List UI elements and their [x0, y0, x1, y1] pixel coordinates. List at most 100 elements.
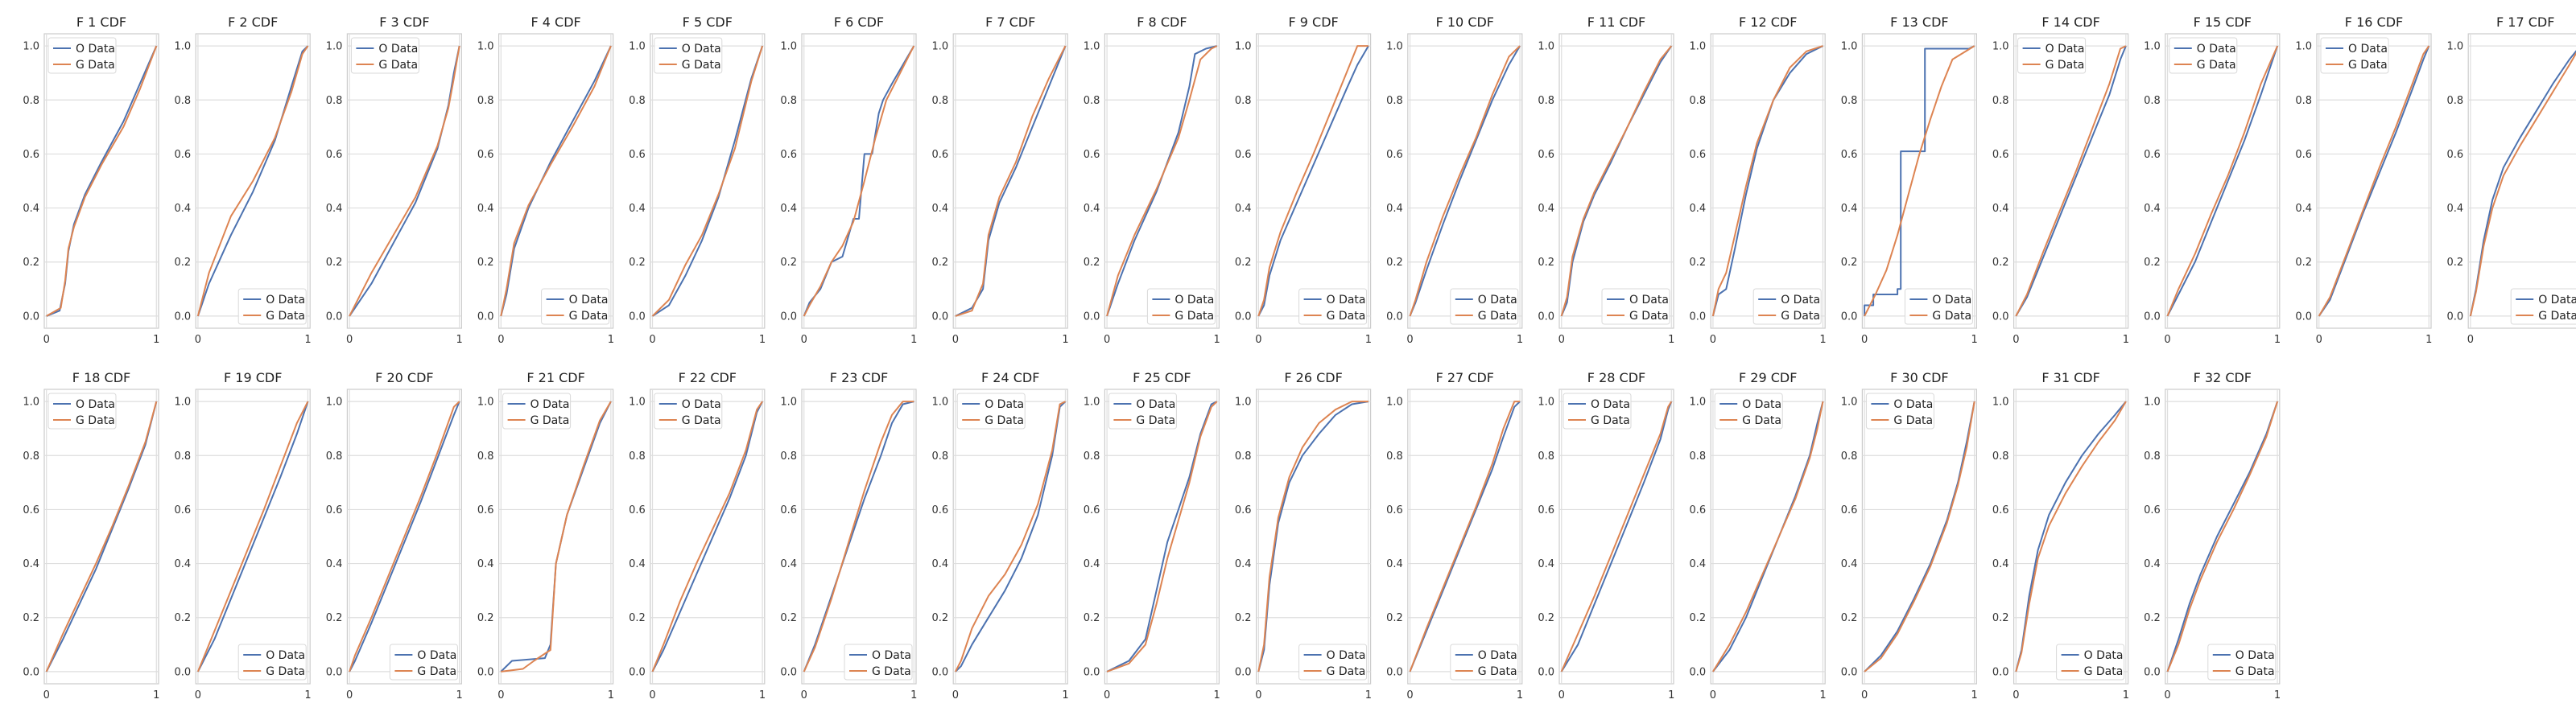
y-tick-label: 0.6: [1386, 504, 1403, 516]
y-tick-label: 0.4: [326, 558, 343, 570]
plot-area: [650, 33, 766, 329]
cdf-panel-20: 0.0 0.2 0.4 0.6 0.8 1.0 0 1 F 20 CDF O Data G Data: [326, 370, 463, 701]
y-tick-label: 0.8: [1084, 95, 1100, 107]
cdf-panel-32: 0.0 0.2 0.4 0.6 0.8 1.0 0 1 F 32 CDF O Data G Data: [2144, 370, 2281, 701]
y-tick-label: 0.8: [1690, 450, 1707, 463]
x-tick-label: 1: [1517, 334, 1523, 346]
series-line-g-data: [349, 45, 460, 317]
x-tick-label: 0: [1710, 334, 1716, 346]
cdf-panel-9: 0.0 0.2 0.4 0.6 0.8 1.0 0 1 F 9 CDF O Data G Data: [1235, 14, 1372, 346]
y-tick-label: 0.2: [1235, 612, 1252, 624]
plot-area: [346, 33, 462, 329]
y-tick-label: 0.4: [2144, 558, 2161, 570]
x-tick-label: 1: [1819, 689, 1826, 701]
legend: O Data G Data: [1450, 288, 1519, 325]
x-tick-label: 0: [497, 689, 504, 701]
legend-label: G Data: [530, 414, 570, 427]
legend: O Data G Data: [1904, 288, 1973, 325]
panel-title: F 3 CDF: [379, 14, 429, 30]
series-line-o-data: [1711, 45, 1823, 317]
y-tick-label: 0.0: [326, 666, 343, 678]
y-tick-label: 0.4: [1992, 203, 2009, 215]
series-line-o-data: [1560, 401, 1673, 673]
legend-label: O Data: [530, 398, 570, 411]
legend-label: G Data: [985, 414, 1024, 427]
x-tick-label: 0: [43, 689, 50, 701]
legend-label: O Data: [266, 294, 305, 306]
y-tick-label: 0.4: [477, 203, 494, 215]
legend: O Data G Data: [844, 644, 913, 681]
panel-title: F 18 CDF: [72, 370, 130, 385]
legend-label: G Data: [2538, 310, 2576, 323]
legend-label: G Data: [1932, 310, 1971, 323]
x-tick-label: 0: [1406, 334, 1413, 346]
legend: O Data G Data: [350, 37, 419, 74]
plot-area: [1710, 33, 1826, 329]
y-tick-label: 0.0: [1992, 666, 2009, 678]
x-tick-label: 0: [2164, 334, 2170, 346]
legend-label: G Data: [682, 59, 721, 72]
panel-title: F 32 CDF: [2194, 370, 2252, 385]
y-tick-label: 1.0: [477, 397, 494, 409]
series-line-o-data: [651, 45, 764, 317]
y-tick-label: 0.8: [477, 95, 494, 107]
y-tick-label: 0.6: [2144, 149, 2161, 161]
y-tick-label: 0.2: [326, 612, 343, 624]
cdf-panel-4: 0.0 0.2 0.4 0.6 0.8 1.0 0 1 F 4 CDF O Data G Data: [477, 14, 614, 346]
x-tick-label: 1: [759, 689, 766, 701]
y-tick-label: 1.0: [23, 397, 39, 409]
legend-label: O Data: [2046, 43, 2085, 56]
y-tick-label: 0.4: [932, 558, 949, 570]
panel-title: F 4 CDF: [530, 14, 580, 30]
y-tick-label: 0.0: [1841, 311, 1858, 323]
x-tick-label: 1: [1214, 334, 1220, 346]
series-line-o-data: [1106, 45, 1217, 317]
plot-area: [801, 389, 917, 685]
y-tick-label: 0.2: [175, 612, 192, 624]
legend-label: G Data: [1174, 310, 1214, 323]
y-tick-label: 0.6: [1235, 504, 1252, 516]
legend-label: O Data: [2348, 43, 2388, 56]
y-tick-label: 0.0: [477, 666, 494, 678]
y-tick-label: 0.0: [1690, 666, 1707, 678]
x-tick-label: 0: [1255, 334, 1261, 346]
legend: O Data G Data: [2510, 288, 2576, 325]
cdf-panel-24: 0.0 0.2 0.4 0.6 0.8 1.0 0 1 F 24 CDF O Data G Data: [932, 370, 1069, 701]
y-tick-label: 0.4: [932, 203, 949, 215]
y-tick-label: 0.2: [1538, 612, 1554, 624]
plot-area: [1558, 389, 1674, 685]
x-tick-label: 1: [1214, 689, 1220, 701]
y-tick-label: 0.4: [23, 558, 39, 570]
y-tick-label: 1.0: [326, 41, 343, 53]
series-line-o-data: [651, 401, 763, 673]
series-line-o-data: [1409, 401, 1521, 673]
plot-area: [952, 389, 1068, 685]
panel-title: F 11 CDF: [1587, 14, 1645, 30]
y-tick-label: 1.0: [1084, 397, 1100, 409]
y-tick-label: 0.4: [1235, 203, 1252, 215]
y-tick-label: 0.2: [175, 257, 192, 269]
panel-title: F 14 CDF: [2041, 14, 2099, 30]
y-tick-label: 0.8: [1992, 95, 2009, 107]
cdf-panel-14: 0.0 0.2 0.4 0.6 0.8 1.0 0 1 F 14 CDF O Data G Data: [1992, 14, 2129, 346]
legend: O Data G Data: [2169, 37, 2238, 74]
series-line-g-data: [1711, 45, 1823, 317]
cdf-panel-26: 0.0 0.2 0.4 0.6 0.8 1.0 0 1 F 26 CDF O Data G Data: [1235, 370, 1372, 701]
series-line-g-data: [196, 401, 309, 673]
cdf-panel-19: 0.0 0.2 0.4 0.6 0.8 1.0 0 1 F 19 CDF O Data G Data: [175, 370, 312, 701]
y-tick-label: 0.6: [1084, 504, 1100, 516]
series-line-g-data: [1106, 45, 1218, 317]
plot-area: [1710, 389, 1826, 685]
legend: O Data G Data: [1146, 288, 1216, 325]
panel-title: F 15 CDF: [2194, 14, 2252, 30]
series-line-g-data: [1409, 401, 1521, 673]
y-tick-label: 0.4: [1538, 203, 1554, 215]
y-tick-label: 0.6: [175, 149, 192, 161]
panel-title: F 2 CDF: [228, 14, 278, 30]
legend: O Data G Data: [1298, 644, 1368, 681]
panel-title: F 19 CDF: [224, 370, 282, 385]
series-line-g-data: [2318, 45, 2430, 317]
y-tick-label: 0.6: [1841, 504, 1858, 516]
x-tick-label: 0: [649, 689, 655, 701]
x-tick-label: 1: [608, 334, 614, 346]
